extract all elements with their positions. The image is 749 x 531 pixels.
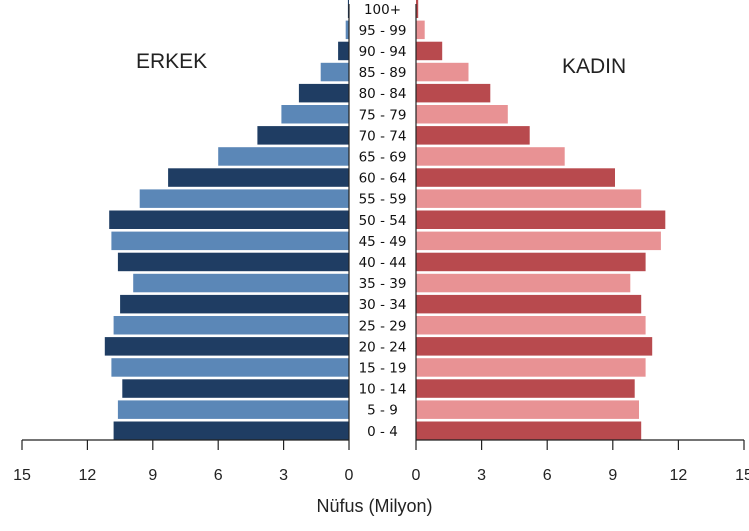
male-bar [111,358,350,377]
age-group-label: 50 - 54 [359,213,407,229]
x-tick-label: 3 [477,467,486,484]
female-bar [416,189,642,208]
female-bar [416,231,661,251]
legend-male-label: ERKEK [136,50,208,73]
age-group-label: 80 - 84 [359,86,407,102]
female-bar [416,316,646,335]
male-bar [111,231,350,251]
age-group-label: 100+ [364,2,401,18]
x-tick-label: 0 [345,467,354,484]
female-bar [416,210,666,229]
x-axis-label: Nüfus (Milyon) [316,496,433,516]
female-bar [416,62,469,82]
age-group-label: 20 - 24 [359,339,407,355]
age-group-label: 10 - 14 [359,382,407,398]
age-group-label: 65 - 69 [359,149,407,165]
male-bar [320,62,349,82]
male-bar [122,379,349,398]
age-group-label: 45 - 49 [359,234,407,250]
male-bar [281,105,349,124]
male-bar [104,337,349,356]
x-tick-label: 6 [214,467,223,484]
male-bar [120,294,349,314]
age-group-label: 95 - 99 [359,23,407,39]
female-bar [416,147,565,166]
x-tick-label: 15 [735,467,749,484]
male-bar [345,20,349,40]
age-group-label: 5 - 9 [367,403,398,419]
female-bar [416,358,646,377]
male-bar [133,273,349,293]
female-bar [416,400,639,419]
male-bar [168,168,349,187]
male-bar [117,400,350,419]
x-tick-label: 12 [79,467,97,484]
male-bar [218,147,349,166]
female-bar [416,294,642,314]
female-bar [416,83,491,103]
age-group-label: 25 - 29 [359,318,407,334]
female-bar [416,252,646,272]
age-group-label: 60 - 64 [359,171,407,187]
x-tick-label: 0 [412,467,421,484]
female-bar [416,421,642,440]
age-group-label: 70 - 74 [359,128,407,144]
age-group-label: 0 - 4 [367,424,398,440]
male-bar [109,210,349,229]
male-bar [257,126,349,145]
age-group-label: 35 - 39 [359,276,407,292]
male-bar [338,41,349,61]
x-tick-label: 3 [279,467,288,484]
legend-female-label: KADIN [562,55,627,78]
female-bar [416,126,530,145]
x-tick-label: 9 [608,467,617,484]
x-tick-label: 15 [13,467,31,484]
x-tick-label: 9 [148,467,157,484]
female-bar [416,337,653,356]
female-bar [416,41,443,61]
female-bar [416,20,425,40]
x-tick-label: 12 [670,467,688,484]
age-group-label: 85 - 89 [359,65,407,81]
female-bar [416,0,419,18]
female-bar [416,168,615,187]
age-group-label: 30 - 34 [359,297,407,313]
male-bar [113,421,349,440]
age-group-label: 40 - 44 [359,255,407,271]
male-bar [113,316,349,335]
female-bar [416,105,508,124]
male-bar [117,252,350,272]
male-bar [139,189,349,208]
female-bar [416,379,635,398]
age-group-label: 90 - 94 [359,44,407,60]
male-bar [298,83,349,103]
x-tick-label: 6 [543,467,552,484]
age-group-label: 75 - 79 [359,107,407,123]
age-group-label: 15 - 19 [359,360,407,376]
age-group-label: 55 - 59 [359,192,407,208]
female-bar [416,273,631,293]
